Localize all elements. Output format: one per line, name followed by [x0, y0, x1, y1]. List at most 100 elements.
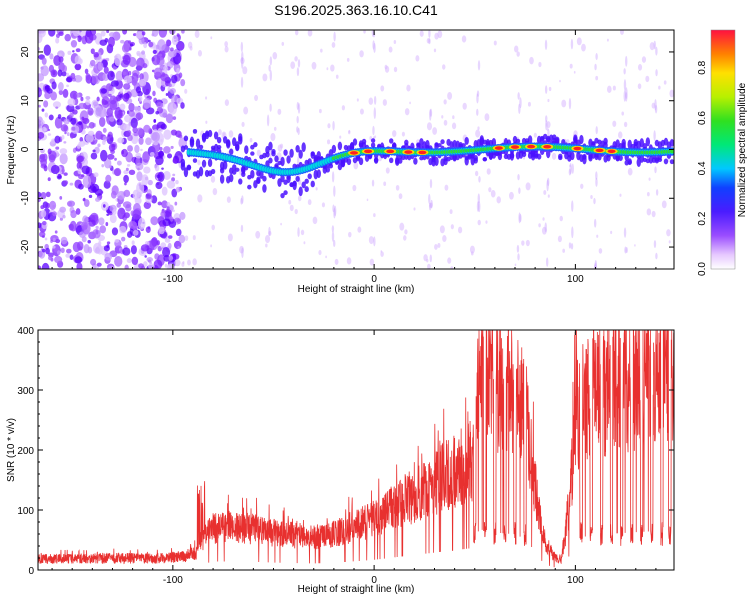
faint-blob	[645, 75, 650, 83]
noise-blob	[116, 160, 122, 166]
noise-blob	[128, 102, 135, 112]
noise-blob	[108, 36, 115, 48]
noise-blob	[152, 90, 156, 97]
noise-blob	[76, 262, 83, 269]
signal-halo	[277, 178, 282, 187]
signal-halo	[331, 144, 337, 154]
noise-blob	[137, 217, 146, 230]
noise-blob	[57, 114, 62, 119]
stripe-blob	[331, 171, 335, 183]
signal-halo	[271, 151, 276, 157]
noise-blob	[132, 229, 139, 236]
noise-blob	[136, 57, 145, 69]
noise-blob	[135, 31, 144, 39]
faint-blob	[380, 251, 384, 257]
noise-blob	[115, 70, 124, 82]
noise-blob	[63, 118, 70, 125]
stripe-blob	[654, 99, 657, 111]
noise-blob	[38, 132, 45, 139]
noise-blob	[106, 107, 114, 117]
noise-blob	[45, 191, 51, 198]
stripe-blob	[568, 242, 572, 249]
noise-blob	[59, 153, 68, 165]
signal-halo	[280, 156, 285, 167]
noise-blob	[133, 106, 138, 111]
noise-blob	[90, 59, 96, 67]
faint-blob	[548, 86, 552, 92]
noise-blob	[127, 145, 133, 152]
stripe-blob	[546, 179, 549, 192]
signal-halo	[579, 134, 584, 145]
noise-blob	[38, 46, 41, 51]
noise-blob	[75, 48, 81, 53]
snr-series-line	[38, 330, 674, 568]
faint-blob	[255, 230, 261, 239]
faint-blob	[426, 38, 431, 44]
signal-halo	[289, 148, 294, 158]
noise-blob	[106, 244, 110, 249]
noise-blob	[43, 165, 48, 172]
noise-blob	[147, 263, 155, 269]
stripe-blob	[478, 175, 481, 183]
signal-hotspot-core	[573, 146, 582, 151]
faint-blob	[590, 194, 593, 199]
noise-blob	[52, 237, 56, 242]
noise-blob	[84, 31, 94, 44]
faint-blob	[294, 56, 298, 62]
noise-blob	[176, 67, 180, 74]
noise-blob	[81, 116, 85, 120]
noise-blob	[78, 102, 86, 110]
noise-blob	[157, 201, 162, 206]
stripe-blob	[372, 125, 375, 136]
noise-blob	[155, 111, 160, 115]
faint-blob	[493, 40, 497, 46]
noise-blob	[48, 154, 56, 163]
signal-halo	[213, 131, 219, 140]
faint-blob	[443, 99, 447, 105]
noise-blob	[96, 262, 102, 267]
faint-blob	[330, 64, 335, 72]
noise-blob	[103, 66, 109, 74]
faint-blob	[240, 57, 245, 65]
faint-blob	[290, 61, 296, 69]
noise-blob	[175, 228, 182, 237]
snr-y-tick-label: 0	[28, 566, 34, 577]
noise-blob	[172, 173, 176, 177]
noise-blob	[85, 133, 94, 143]
faint-blob	[469, 245, 475, 254]
noise-blob	[92, 101, 98, 107]
noise-blob	[45, 202, 51, 209]
noise-blob	[94, 188, 103, 196]
signal-halo	[207, 129, 213, 138]
faint-blob	[197, 50, 202, 57]
noise-blob	[97, 62, 104, 71]
stripe-blob	[297, 59, 301, 68]
faint-blob	[339, 135, 342, 139]
faint-blob	[661, 200, 667, 209]
stripe-blob	[594, 259, 597, 269]
noise-blob	[174, 201, 178, 206]
noise-blob	[111, 227, 119, 236]
noise-blob	[69, 132, 75, 139]
stripe-blob	[568, 98, 572, 110]
noise-blob	[98, 217, 105, 226]
faint-blob	[264, 234, 271, 244]
noise-blob	[82, 158, 89, 166]
colorbar-tick-label: 0.6	[697, 111, 708, 125]
noise-blob	[164, 209, 172, 217]
faint-blob	[327, 123, 331, 129]
faint-blob	[404, 229, 408, 235]
noise-blob	[48, 114, 54, 121]
spectrogram-x-tick-label: 0	[371, 274, 377, 285]
signal-halo	[527, 135, 533, 144]
noise-blob	[62, 65, 67, 73]
noise-blob	[61, 168, 65, 173]
faint-blob	[621, 111, 625, 116]
noise-blob	[75, 208, 81, 215]
noise-blob	[54, 135, 61, 144]
signal-halo	[452, 139, 457, 149]
signal-halo	[546, 148, 551, 159]
noise-blob	[59, 53, 62, 57]
faint-blob	[562, 248, 566, 253]
stripe-blob	[546, 177, 550, 187]
